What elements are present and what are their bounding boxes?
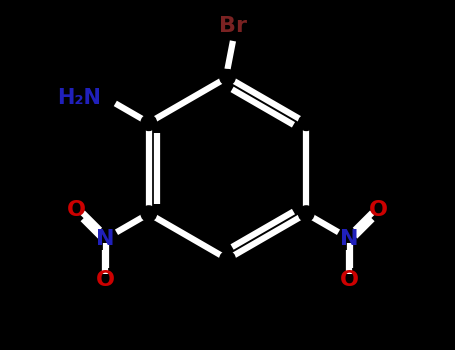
Text: O: O: [96, 270, 115, 289]
Circle shape: [141, 115, 157, 131]
Text: O: O: [369, 200, 388, 220]
Text: O: O: [67, 200, 86, 220]
Text: N: N: [96, 229, 115, 248]
Text: H₂N: H₂N: [57, 88, 101, 108]
Text: O: O: [340, 270, 359, 289]
Circle shape: [298, 206, 314, 221]
Circle shape: [298, 115, 314, 131]
Circle shape: [220, 70, 235, 85]
Text: N: N: [340, 229, 359, 248]
Circle shape: [220, 251, 235, 267]
Circle shape: [141, 206, 157, 221]
Text: Br: Br: [219, 16, 247, 36]
